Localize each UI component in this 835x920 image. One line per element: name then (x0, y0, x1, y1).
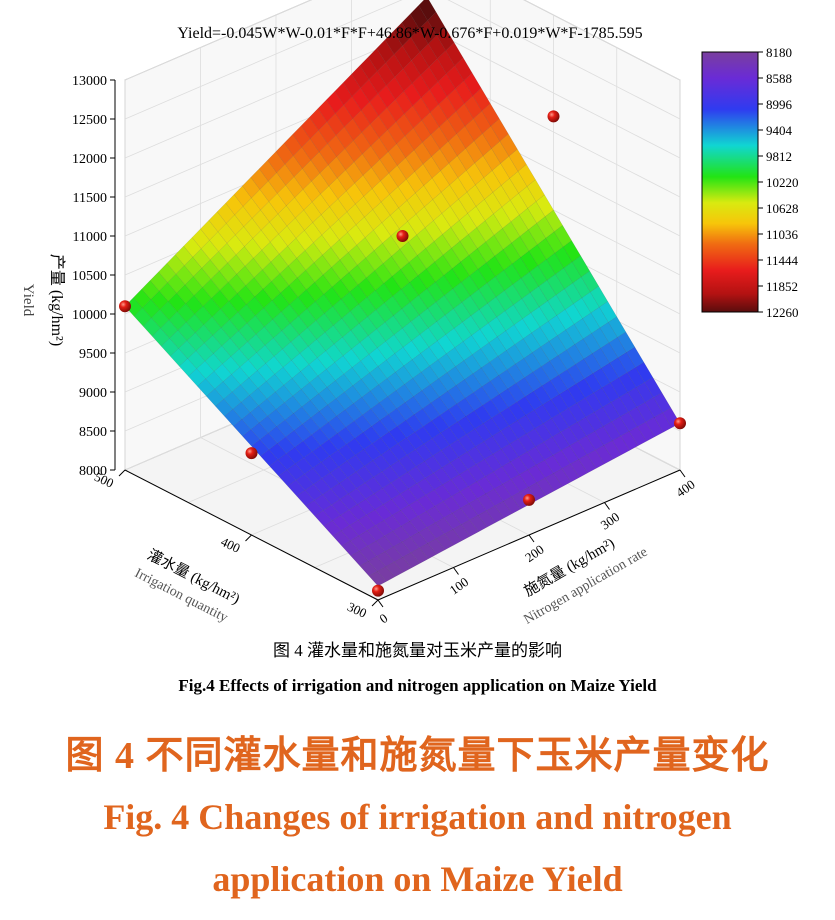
w-tick (118, 469, 126, 477)
observed-points (119, 110, 686, 597)
w-tick (371, 599, 379, 607)
observed-point (396, 230, 409, 242)
z-tick-label: 13000 (72, 74, 107, 89)
colorbar-tick-label: 8588 (766, 71, 792, 86)
colorbar-tick-label: 10220 (766, 175, 799, 190)
f-tick (453, 567, 459, 575)
f-tick-label: 100 (447, 574, 472, 597)
outer-caption-cn: 图 4 不同灌水量和施氮量下玉米产量变化 (65, 735, 770, 777)
z-gridline (124, 0, 681, 81)
surface-chart: 8000 8500 9000 9500 10000 10500 11000 11500 1200… (20, 0, 799, 628)
colorbar-tick-label: 9404 (766, 123, 793, 138)
inner-caption-en: Fig.4 Effects of irrigation and nitrogen… (178, 676, 657, 695)
f-tick (377, 599, 384, 608)
outer-caption-en-line1: Fig. 4 Changes of irrigation and nitroge… (103, 797, 732, 837)
w-tick (245, 534, 252, 542)
z-gridline (124, 0, 681, 120)
colorbar-tick-label: 11444 (766, 253, 799, 268)
observed-point (547, 110, 560, 123)
outer-caption-en-line2: application on Maize Yield (212, 859, 623, 899)
z-tick-label: 11500 (73, 191, 107, 206)
observed-point (523, 493, 535, 506)
z-axis-label-cn: 产量 (kg/hm²) (48, 254, 66, 346)
z-tick-label: 12500 (72, 113, 107, 128)
w-tick-label: 500 (92, 469, 116, 491)
chart-title: Yield=-0.045W*W-0.01*F*F+46.86*W-0.676*F… (177, 25, 642, 42)
f-tick-label: 200 (522, 542, 547, 565)
z-tick-label: 10500 (72, 269, 107, 284)
colorbar-tick-label: 11852 (766, 279, 798, 294)
f-tick-label: 400 (673, 477, 698, 500)
z-tick-label: 12000 (72, 152, 107, 167)
colorbar-gradient (701, 51, 759, 313)
surface-mesh (124, 0, 681, 587)
f-tick (604, 502, 610, 510)
observed-point (674, 417, 686, 430)
z-tick-label: 9500 (79, 347, 107, 362)
z-tick-label: 11000 (73, 230, 107, 245)
colorbar-tick-label: 9812 (766, 149, 792, 164)
w-tick-label: 400 (219, 534, 243, 556)
colorbar-tick-label: 8180 (766, 45, 792, 60)
colorbar-tick-label: 8996 (766, 97, 793, 112)
observed-point (372, 584, 384, 597)
w-tick-label: 300 (345, 599, 369, 621)
colorbar: 8180 8588 8996 9404 9812 10220 10628 11036 11444… (701, 45, 799, 320)
z-tick-label: 8500 (79, 425, 107, 440)
f-tick-label: 0 (376, 610, 390, 626)
z-tick-label: 9000 (79, 386, 107, 401)
surface-cell (418, 0, 437, 21)
z-axis-label-en: Yield (20, 284, 36, 317)
inner-caption-cn: 图 4 灌水量和施氮量对玉米产量的影响 (273, 641, 562, 660)
f-tick-label: 300 (598, 509, 623, 532)
colorbar-tick-label: 12260 (766, 305, 799, 320)
z-tick-label: 10000 (72, 308, 107, 323)
f-tick (528, 534, 535, 543)
colorbar-tick-label: 10628 (766, 201, 799, 216)
f-tick (679, 469, 686, 478)
z-tick-label: 8000 (79, 464, 107, 479)
colorbar-tick-label: 11036 (766, 227, 799, 242)
observed-point (119, 300, 131, 313)
observed-point (245, 447, 258, 460)
